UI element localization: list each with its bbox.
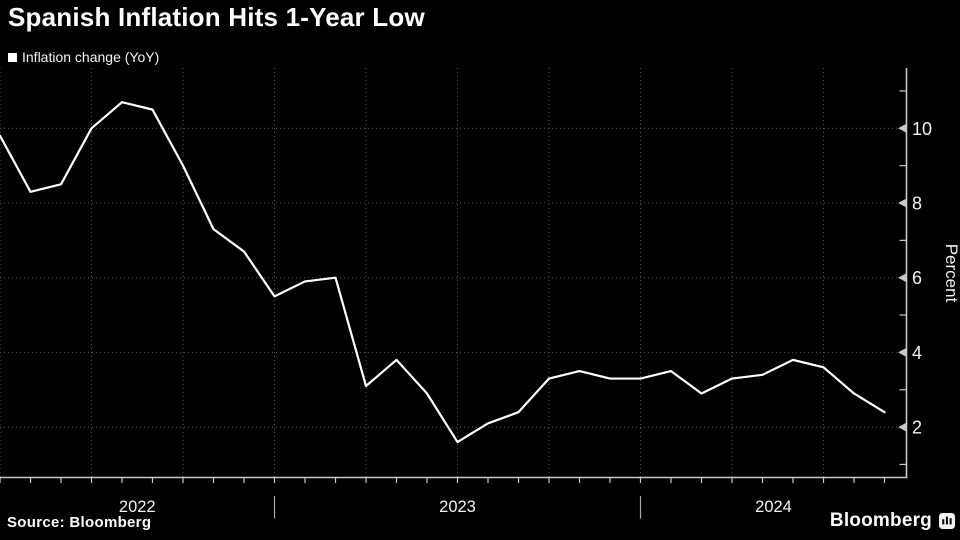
- legend-series-swatch-icon: [8, 52, 17, 62]
- x-axis: 2022 2023 2024: [0, 476, 908, 519]
- bloomberg-logo: Bloomberg: [830, 510, 955, 532]
- inflation-series-line: [0, 101, 886, 444]
- legend: Inflation change (YoY): [8, 49, 159, 65]
- y-axis: 2 4 6 8 10 Percent: [898, 68, 960, 478]
- y-tick-label: 2: [912, 418, 922, 438]
- x-year-label: 2023: [439, 498, 476, 516]
- y-major-tick-arrow: [898, 273, 907, 283]
- y-tick-label: 8: [912, 194, 922, 214]
- bloomberg-wordmark: Bloomberg: [829, 510, 932, 531]
- y-major-tick-arrow: [898, 422, 907, 432]
- y-major-tick-arrow: [898, 123, 907, 133]
- y-tick-label: 4: [912, 343, 922, 363]
- x-year-label: 2022: [119, 498, 156, 516]
- bloomberg-bars-icon: [939, 513, 955, 529]
- y-tick-label: 6: [912, 268, 922, 288]
- y-major-tick-arrow: [898, 198, 907, 208]
- chart-grid: [0, 68, 907, 478]
- chart-title: Spanish Inflation Hits 1-Year Low: [8, 2, 425, 32]
- y-axis-title: Percent: [942, 244, 960, 303]
- x-year-label: 2024: [755, 498, 792, 516]
- legend-series-label: Inflation change (YoY): [22, 49, 160, 65]
- y-tick-label: 10: [912, 119, 932, 139]
- y-major-tick-arrow: [898, 347, 907, 357]
- source-attribution: Source: Bloomberg: [7, 514, 152, 531]
